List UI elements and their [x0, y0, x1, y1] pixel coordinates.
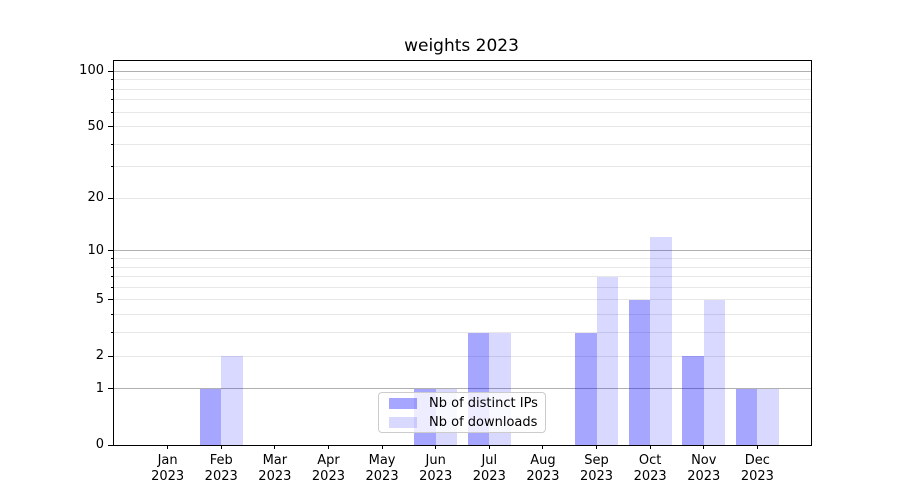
y-minor-tick-3 — [110, 332, 114, 334]
x-tick-label-jan: Jan 2023 — [151, 453, 185, 484]
legend-swatch-distinct-ips — [389, 397, 417, 409]
gridline-minor-20 — [114, 197, 811, 199]
x-tick-feb — [220, 445, 222, 449]
y-minor-tick-80 — [110, 88, 114, 90]
gridline-minor-30 — [114, 166, 811, 168]
y-tick-label-20: 20 — [87, 190, 104, 206]
x-tick-aug — [542, 445, 544, 449]
y-tick-100 — [108, 70, 114, 72]
y-minor-tick-9 — [110, 257, 114, 259]
legend-label-downloads: Nb of downloads — [429, 414, 538, 430]
chart-title: weights 2023 — [404, 36, 519, 56]
x-tick-mar — [274, 445, 276, 449]
x-tick-label-aug: Aug 2023 — [526, 453, 560, 484]
bar-ips-nov — [682, 356, 704, 445]
y-tick-label-2: 2 — [95, 348, 104, 363]
x-tick-jun — [435, 445, 437, 449]
x-tick-label-jul: Jul 2023 — [472, 453, 506, 484]
bar-downloads-nov — [703, 299, 726, 445]
y-minor-tick-8 — [110, 266, 114, 268]
x-tick-sep — [596, 445, 598, 449]
gridline-minor-6 — [114, 286, 811, 288]
gridline-minor-90 — [114, 79, 811, 81]
gridline-minor-80 — [114, 88, 811, 90]
y-minor-tick-70 — [110, 99, 114, 101]
bar-ips-sep — [575, 332, 597, 445]
x-tick-oct — [649, 445, 651, 449]
legend-swatch-downloads — [389, 416, 417, 428]
x-tick-label-feb: Feb 2023 — [204, 453, 238, 484]
gridline-minor-5 — [114, 299, 811, 301]
y-tick-2 — [108, 355, 114, 357]
legend-item-downloads: Nb of downloads — [385, 415, 539, 430]
y-tick-5 — [108, 299, 114, 301]
y-tick-50 — [108, 126, 114, 128]
plot-area: 0 1 2 5 10 20 50 100 Jan 2023 Feb 2023 Mar 2023 Apr 202… — [79, 60, 812, 484]
gridline-major-100 — [114, 70, 811, 72]
legend: Nb of distinct IPs Nb of downloads — [378, 392, 546, 433]
gridline-minor-70 — [114, 99, 811, 101]
y-minor-tick-7 — [110, 276, 114, 278]
y-tick-1 — [108, 388, 114, 390]
bar-downloads-sep — [596, 276, 619, 445]
y-minor-tick-30 — [110, 166, 114, 168]
y-minor-tick-4 — [110, 314, 114, 316]
y-tick-0 — [108, 444, 114, 446]
x-tick-apr — [327, 445, 329, 449]
gridline-minor-4 — [114, 314, 811, 316]
gridline-minor-3 — [114, 332, 811, 334]
x-tick-jul — [488, 445, 490, 449]
x-tick-may — [381, 445, 383, 449]
x-tick-jan — [167, 445, 169, 449]
y-tick-label-50: 50 — [87, 118, 104, 134]
gridline-minor-8 — [114, 266, 811, 268]
y-tick-label-1: 1 — [95, 380, 104, 396]
gridline-minor-40 — [114, 143, 811, 145]
x-tick-label-may: May 2023 — [365, 453, 399, 484]
y-tick-label-5: 5 — [95, 291, 104, 307]
bar-downloads-dec — [757, 388, 779, 445]
y-tick-label-100: 100 — [79, 63, 104, 79]
gridline-minor-60 — [114, 111, 811, 113]
y-tick-20 — [108, 197, 114, 199]
gridline-major-10 — [114, 250, 811, 252]
bar-ips-dec — [735, 388, 758, 445]
bar-downloads-oct — [650, 237, 672, 445]
x-tick-label-jun: Jun 2023 — [419, 453, 453, 484]
x-tick-label-oct: Oct 2023 — [633, 453, 667, 484]
y-minor-tick-40 — [110, 143, 114, 145]
x-tick-dec — [756, 445, 758, 449]
legend-label-distinct-ips: Nb of distinct IPs — [429, 395, 538, 411]
y-minor-tick-90 — [110, 79, 114, 81]
x-tick-label-mar: Mar 2023 — [258, 453, 292, 484]
x-tick-label-sep: Sep 2023 — [579, 453, 614, 484]
gridline-minor-7 — [114, 276, 811, 278]
x-tick-label-dec: Dec 2023 — [740, 453, 774, 484]
bar-ips-oct — [628, 299, 651, 445]
bar-ips-feb — [199, 388, 222, 445]
y-minor-tick-60 — [110, 111, 114, 113]
y-tick-10 — [108, 250, 114, 252]
y-tick-label-0: 0 — [95, 437, 104, 452]
x-tick-label-apr: Apr 2023 — [311, 453, 345, 484]
gridline-major-1 — [114, 388, 811, 390]
legend-item-distinct-ips: Nb of distinct IPs — [385, 396, 539, 411]
y-tick-label-10: 10 — [87, 242, 104, 258]
x-tick-nov — [703, 445, 705, 449]
gridline-minor-9 — [114, 257, 811, 259]
gridline-minor-50 — [114, 126, 811, 128]
x-tick-label-nov: Nov 2023 — [687, 453, 721, 484]
bar-downloads-feb — [221, 356, 243, 445]
gridline-minor-2 — [114, 355, 811, 357]
y-minor-tick-6 — [110, 286, 114, 288]
